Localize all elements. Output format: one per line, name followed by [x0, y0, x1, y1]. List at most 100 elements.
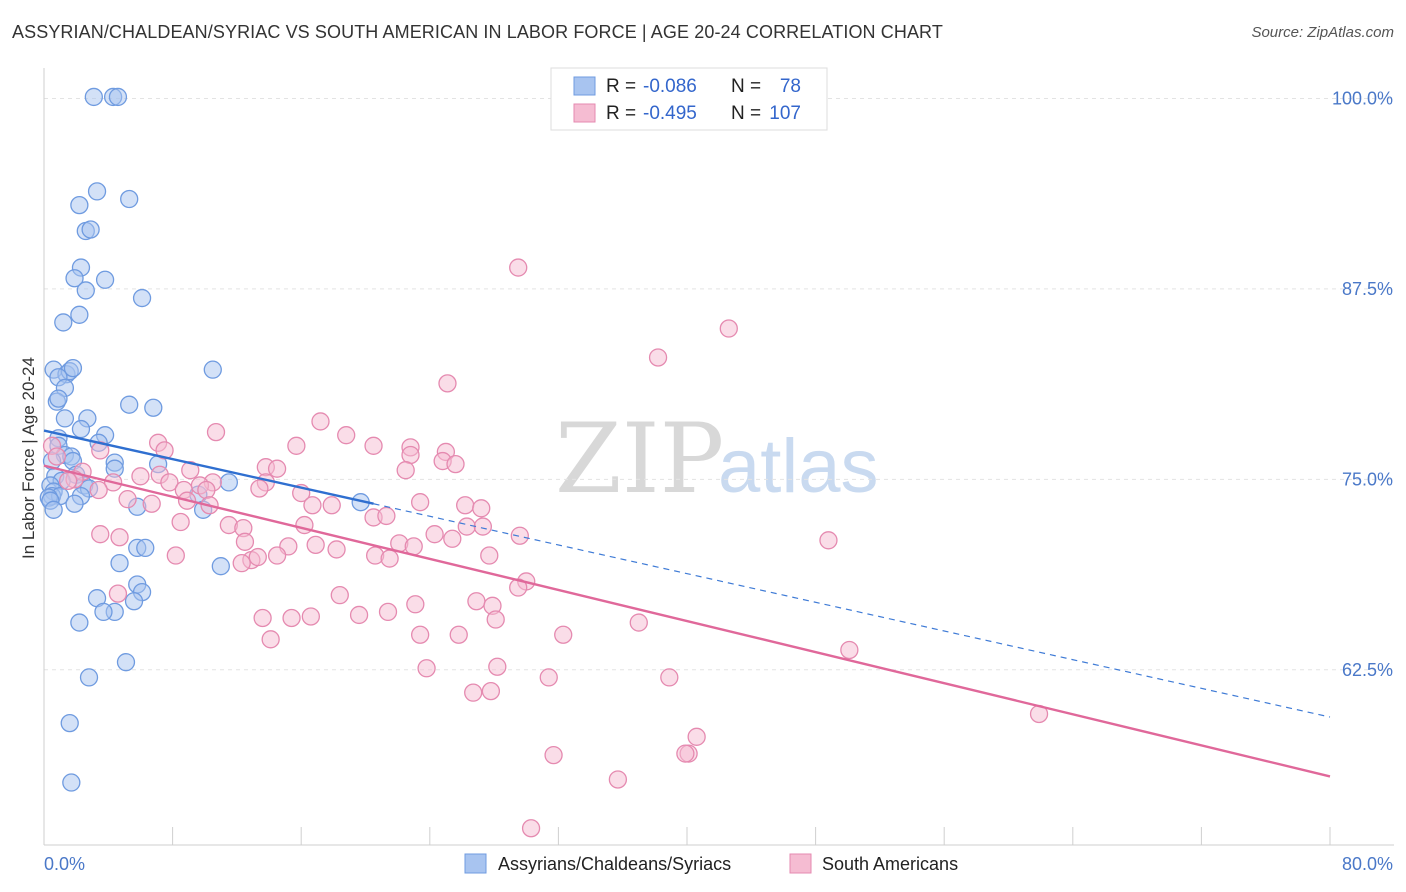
south-american-point — [411, 625, 430, 644]
south-american-point — [287, 436, 306, 455]
south-american-point — [521, 819, 541, 838]
south-american-point — [446, 454, 465, 474]
legend-box: R = -0.086 N = 78 R = -0.495 N = 107 — [550, 67, 828, 131]
south-american-point — [155, 441, 174, 460]
south-american-point — [544, 745, 563, 765]
assyrian-point — [79, 668, 99, 687]
x-tick-label-max: 80.0% — [1342, 854, 1393, 874]
legend-n-value-0: 78 — [780, 76, 801, 97]
south-american-point — [47, 447, 67, 466]
south-american-point — [396, 461, 415, 480]
south-american-point — [303, 496, 322, 515]
south-american-point — [58, 471, 78, 491]
watermark-zip: ZIP — [555, 403, 724, 515]
south-american-point — [819, 531, 838, 550]
south-american-point — [648, 348, 668, 367]
south-american-point — [232, 553, 251, 573]
south-american-point — [364, 436, 383, 455]
bottom-legend-swatch-assyrian — [464, 853, 487, 874]
south-american-point — [473, 517, 492, 536]
south-american-point — [449, 625, 468, 644]
assyrian-point — [76, 281, 95, 300]
legend-swatch-assyrian — [573, 76, 596, 96]
x-tick-label-min: 0.0% — [44, 854, 85, 874]
south-american-point — [181, 461, 200, 480]
bottom-legend-label-assyrian: Assyrians/Chaldeans/Syriacs — [498, 854, 731, 874]
assyrian-point — [219, 473, 239, 492]
south-american-point — [160, 473, 179, 492]
assyrian-point — [70, 613, 89, 632]
south-american-point — [253, 608, 272, 628]
assyrian-point — [132, 288, 152, 308]
south-american-point — [840, 640, 859, 660]
south-american-point — [510, 526, 529, 545]
south-american-point — [687, 727, 706, 746]
south-american-point — [608, 770, 628, 789]
south-american-point — [378, 602, 398, 622]
south-american-point — [660, 668, 679, 687]
series-south-american-points — [42, 258, 1049, 838]
south-american-point — [443, 529, 462, 548]
south-american-point — [108, 584, 128, 603]
south-american-point — [250, 479, 269, 498]
assyrian-point — [95, 270, 115, 289]
south-american-point — [197, 480, 216, 500]
assyrian-point — [63, 358, 83, 378]
south-american-point — [306, 535, 325, 555]
assyrian-point — [211, 557, 230, 576]
watermark-atlas: atlas — [718, 424, 879, 509]
assyrian-point — [65, 269, 84, 288]
y-tick-label: 62.5% — [1342, 660, 1393, 680]
assyrian-point — [116, 653, 136, 672]
source-label: Source: ZipAtlas.com — [1251, 24, 1394, 41]
south-american-point — [301, 607, 320, 626]
south-american-point — [349, 605, 369, 625]
assyrian-point — [84, 87, 103, 107]
assyrian-point — [44, 500, 63, 519]
south-american-point — [411, 493, 430, 512]
south-american-point — [142, 494, 161, 513]
legend-r-label-1: R = — [606, 103, 636, 124]
south-american-point — [629, 613, 648, 632]
legend-r-value-1: -0.495 — [643, 103, 697, 124]
south-american-point — [235, 532, 255, 551]
y-axis-label: In Labor Force | Age 20-24 — [19, 357, 38, 559]
legend-r-value-0: -0.086 — [643, 76, 697, 97]
y-tick-label: 75.0% — [1342, 469, 1393, 489]
assyrian-point — [55, 409, 75, 428]
assyrian-point — [54, 313, 73, 332]
south-american-point — [481, 681, 501, 701]
assyrian-point — [49, 389, 68, 408]
south-american-point — [330, 585, 349, 605]
assyrian-point — [70, 305, 89, 324]
south-american-point — [377, 506, 396, 526]
south-american-point — [166, 546, 185, 565]
south-american-point — [322, 496, 341, 515]
south-american-point — [401, 445, 420, 465]
south-american-trend-line — [43, 464, 1331, 778]
bottom-legend-swatch-south-american — [789, 853, 812, 874]
legend-r-label-0: R = — [606, 76, 636, 97]
assyrian-point — [144, 398, 163, 417]
assyrian-point — [110, 553, 129, 573]
assyrian-point — [81, 220, 100, 239]
assyrian-trend-line — [43, 429, 374, 505]
assyrian-point — [120, 395, 139, 414]
assyrian-point — [136, 538, 155, 558]
south-american-point — [719, 319, 738, 338]
y-tick-label: 100.0% — [1332, 88, 1393, 108]
bottom-legend-label-south-american: South Americans — [822, 854, 958, 874]
south-american-point — [425, 525, 444, 544]
assyrian-point — [108, 87, 128, 107]
assyrian-point — [65, 494, 84, 513]
south-american-point — [248, 547, 267, 567]
assyrian-point — [120, 189, 139, 209]
south-american-point — [457, 517, 476, 536]
south-american-point — [467, 592, 486, 611]
assyrian-point — [124, 592, 144, 611]
assyrian-point — [203, 360, 222, 379]
south-american-point — [267, 459, 287, 478]
south-american-point — [486, 610, 505, 629]
south-american-point — [261, 630, 280, 649]
south-american-point — [311, 412, 330, 431]
